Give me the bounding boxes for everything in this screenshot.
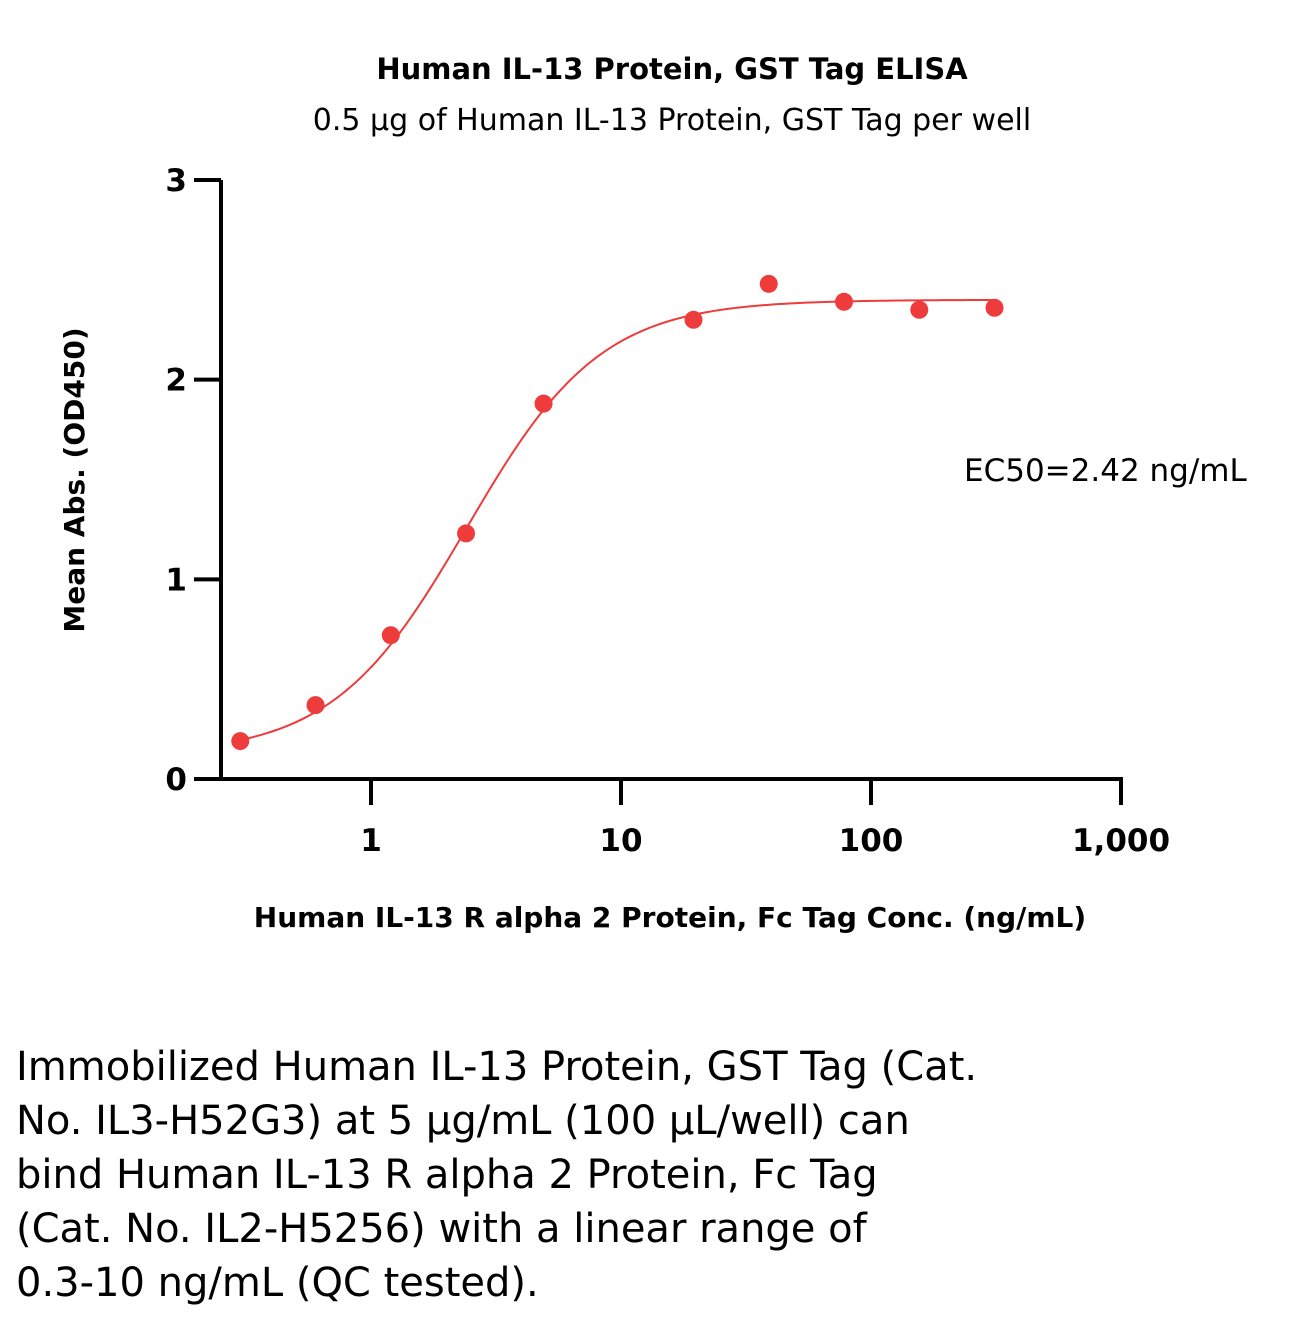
elisa-chart: Human IL-13 Protein, GST Tag ELISA 0.5 µ… bbox=[58, 52, 1247, 934]
y-tick-label: 3 bbox=[165, 163, 187, 199]
data-point bbox=[457, 524, 476, 543]
caption-line: Immobilized Human IL-13 Protein, GST Tag… bbox=[16, 1044, 978, 1090]
data-point bbox=[835, 292, 854, 311]
data-point bbox=[985, 298, 1004, 317]
y-tick-label: 1 bbox=[165, 562, 187, 598]
fit-curve bbox=[240, 298, 995, 742]
caption: Immobilized Human IL-13 Protein, GST Tag… bbox=[16, 1040, 1096, 1310]
data-point bbox=[759, 274, 778, 293]
data-point bbox=[306, 696, 325, 715]
x-tick-label: 1 bbox=[360, 823, 382, 859]
data-point bbox=[910, 300, 929, 319]
x-tick-label: 10 bbox=[599, 823, 642, 859]
caption-line: (Cat. No. IL2-H5256) with a linear range… bbox=[16, 1206, 867, 1252]
chart-subtitle: 0.5 µg of Human IL-13 Protein, GST Tag p… bbox=[313, 103, 1031, 138]
x-tick-label: 100 bbox=[839, 823, 904, 859]
data-point bbox=[381, 626, 400, 645]
data-points bbox=[231, 274, 1004, 751]
x-axis-title: Human IL-13 R alpha 2 Protein, Fc Tag Co… bbox=[254, 901, 1086, 934]
ec50-annotation: EC50=2.42 ng/mL bbox=[964, 453, 1247, 489]
y-tick-label: 0 bbox=[165, 762, 187, 798]
y-tick-label: 2 bbox=[165, 363, 187, 399]
caption-line: No. IL3-H52G3) at 5 µg/mL (100 µL/well) … bbox=[16, 1098, 910, 1144]
x-axis: 1 10 100 1,000 bbox=[194, 777, 1170, 859]
caption-line: bind Human IL-13 R alpha 2 Protein, Fc T… bbox=[16, 1152, 878, 1198]
data-point bbox=[684, 310, 703, 329]
data-point bbox=[231, 732, 250, 751]
y-axis-title: Mean Abs. (OD450) bbox=[58, 327, 91, 632]
x-tick-label: 1,000 bbox=[1072, 823, 1170, 859]
chart-title: Human IL-13 Protein, GST Tag ELISA bbox=[376, 52, 968, 86]
y-axis: 0 1 2 3 bbox=[165, 163, 223, 798]
data-point bbox=[534, 394, 553, 413]
caption-line: 0.3-10 ng/mL (QC tested). bbox=[16, 1260, 539, 1306]
